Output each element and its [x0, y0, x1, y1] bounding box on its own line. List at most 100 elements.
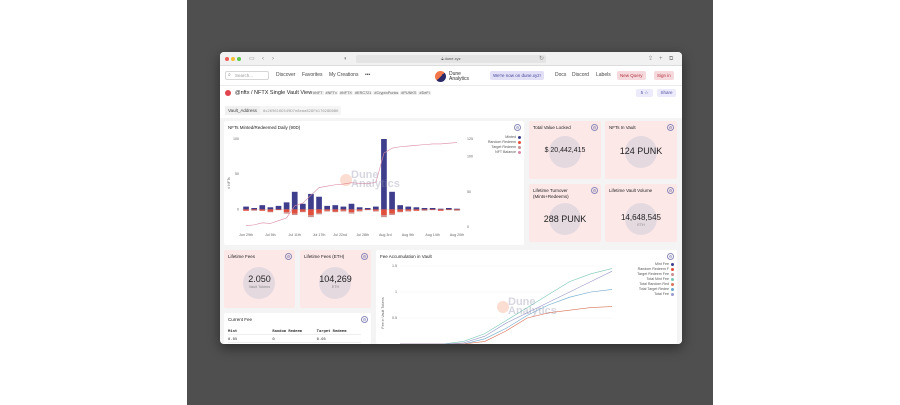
- card-title: Lifetime Fees (ETH): [304, 254, 345, 259]
- tag[interactable]: #CryptoPunks: [373, 91, 400, 95]
- bar-minted: [405, 206, 412, 210]
- more-menu-icon[interactable]: •••: [365, 72, 371, 78]
- legend-label: Minted: [505, 135, 516, 139]
- legend-swatch: [671, 287, 674, 291]
- new-query-button[interactable]: New Query: [617, 71, 646, 80]
- counter-value: 104,269: [319, 274, 352, 284]
- legend-item[interactable]: Total Mint Fee: [614, 277, 674, 282]
- share-page-icon[interactable]: ⇪: [648, 56, 654, 62]
- bar-random-redeem: [413, 209, 420, 211]
- legend-item[interactable]: Random Redeem F: [614, 267, 674, 272]
- bar-minted: [421, 207, 428, 210]
- gear-icon[interactable]: ⚙: [361, 316, 368, 323]
- sign-in-button[interactable]: Sign in: [654, 71, 674, 80]
- legend-swatch: [671, 272, 674, 276]
- legend-item[interactable]: Total Random Red: [614, 282, 674, 287]
- tag[interactable]: #NFTx: [324, 91, 338, 95]
- column-header: Target Redeem: [316, 328, 347, 333]
- minimize-window-icon[interactable]: [231, 57, 235, 61]
- bar-target-redeem: [267, 211, 274, 213]
- lifetime-fees-eth-card: Lifetime Fees (ETH) ⚙ 104,269 ETH: [300, 250, 371, 308]
- legend-item[interactable]: Target Redeem: [464, 145, 521, 150]
- gear-icon[interactable]: ⚙: [667, 124, 674, 131]
- counter: 14,648,545 ETH: [605, 213, 677, 227]
- sidebar-toggle-icon[interactable]: ▭: [249, 56, 255, 62]
- maximize-window-icon[interactable]: [237, 57, 241, 61]
- bar-minted: [332, 205, 339, 210]
- star-button[interactable]: 5 ☆: [636, 89, 653, 97]
- forward-icon[interactable]: ›: [272, 56, 274, 62]
- chart-legend: Mint Fee Random Redeem F Target Redeem Fee…: [614, 262, 674, 297]
- tab-overview-icon[interactable]: ⧉: [669, 56, 674, 62]
- gear-icon[interactable]: ⚙: [591, 187, 598, 194]
- table-header-row: Mint Random Redeem Target Redeem: [228, 327, 361, 335]
- nav-link-docs[interactable]: Docs: [555, 72, 567, 78]
- card-title: NFTs In Vault: [609, 125, 636, 130]
- announcement-badge[interactable]: We're now on dune.xyz!: [490, 71, 544, 80]
- bar-minted: [389, 191, 395, 210]
- legend-item[interactable]: Mint Fee: [614, 262, 674, 267]
- address-bar[interactable]: 🔒︎ dune.xyz: [356, 55, 546, 63]
- close-window-icon[interactable]: [225, 57, 229, 61]
- bar-random-redeem: [267, 209, 274, 212]
- privacy-shield-icon[interactable]: ◐: [344, 56, 348, 62]
- legend-item[interactable]: Random Redeem: [464, 140, 521, 145]
- share-button[interactable]: Share: [657, 89, 676, 97]
- legend-item[interactable]: NFT Balance: [464, 150, 521, 155]
- bar-random-redeem: [332, 209, 339, 212]
- bar-minted: [437, 208, 444, 210]
- legend-item[interactable]: Total Target Redee: [614, 287, 674, 292]
- nft-balance-line: [246, 142, 457, 226]
- app-nav: ⌕ Search... Discover Favorites My Creati…: [220, 66, 682, 86]
- bar-random-redeem: [397, 209, 404, 212]
- tag[interactable]: #NFT: [312, 91, 324, 95]
- line-chart: 1.5 1 0.5 Fee in Vault Tokens: [381, 264, 613, 344]
- counter-value: $ 20,442,415: [544, 147, 586, 154]
- legend-item[interactable]: Total Fee: [614, 292, 674, 297]
- nav-link-my-creations[interactable]: My Creations: [329, 72, 359, 78]
- bar-target-redeem: [389, 213, 395, 216]
- tag-list: #NFT #NFTx #NFTX #ERC721 #CryptoPunks #PUNKS #…: [312, 91, 432, 95]
- current-fee-table: Mint Random Redeem Target Redeem 0.05 0 …: [228, 327, 361, 343]
- legend-label: Total Target Redee: [638, 287, 669, 291]
- gear-icon[interactable]: ⚙: [667, 253, 674, 260]
- x-tick-label: Jul 5th: [265, 233, 276, 237]
- bar-random-redeem: [389, 209, 395, 214]
- new-tab-icon[interactable]: +: [659, 56, 663, 62]
- bar-random-redeem: [429, 209, 436, 211]
- legend-item[interactable]: Minted: [464, 135, 521, 140]
- gear-icon[interactable]: ⚙: [285, 253, 292, 260]
- card-title: Lifetime Turnover (Mints+Redeems): [533, 188, 569, 199]
- tag[interactable]: #DeFi: [418, 91, 431, 95]
- bar-random-redeem: [445, 209, 452, 211]
- vault-address-parameter: Vault_Address 0x269616D549D7e8eaa82DFb170…: [225, 106, 342, 115]
- nav-link-discover[interactable]: Discover: [276, 72, 296, 78]
- y-tick-label: 1.5: [392, 264, 397, 268]
- tag[interactable]: #NFTX: [338, 91, 353, 95]
- bar-minted: [251, 207, 258, 210]
- tag[interactable]: #ERC721: [353, 91, 373, 95]
- search-input[interactable]: ⌕ Search...: [225, 71, 269, 80]
- nav-link-favorites[interactable]: Favorites: [302, 72, 323, 78]
- parameter-value-input[interactable]: 0x269616D549D7e8eaa82DFb17028D0B6: [259, 106, 342, 115]
- bar-target-redeem: [291, 213, 298, 216]
- gear-icon[interactable]: ⚙: [361, 253, 368, 260]
- back-icon[interactable]: ‹: [262, 56, 264, 62]
- card-title: Fee Accumulation in Vault: [380, 254, 432, 259]
- avatar[interactable]: [225, 90, 231, 96]
- total-value-locked-card: Total Value Locked ⚙ $ 20,442,415: [529, 121, 601, 179]
- y-tick-label: 0: [237, 207, 239, 211]
- gear-icon[interactable]: ⚙: [591, 124, 598, 131]
- nav-link-discord[interactable]: Discord: [572, 72, 589, 78]
- reload-icon[interactable]: ↻: [539, 56, 545, 62]
- bar-random-redeem: [283, 209, 290, 213]
- nav-link-labels[interactable]: Labels: [596, 72, 611, 78]
- browser-window: ▭ ‹ › ◐ 🔒︎ dune.xyz ↻ ⇪ + ⧉ ⌕ Search... …: [220, 52, 682, 344]
- series-line: [400, 306, 613, 344]
- bar-random-redeem: [405, 209, 412, 211]
- legend-item[interactable]: Target Redeem Fee: [614, 272, 674, 277]
- tag[interactable]: #PUNKS: [400, 91, 418, 95]
- bar-minted: [308, 193, 314, 210]
- gear-icon[interactable]: ⚙: [667, 187, 674, 194]
- gear-icon[interactable]: ⚙: [514, 124, 521, 131]
